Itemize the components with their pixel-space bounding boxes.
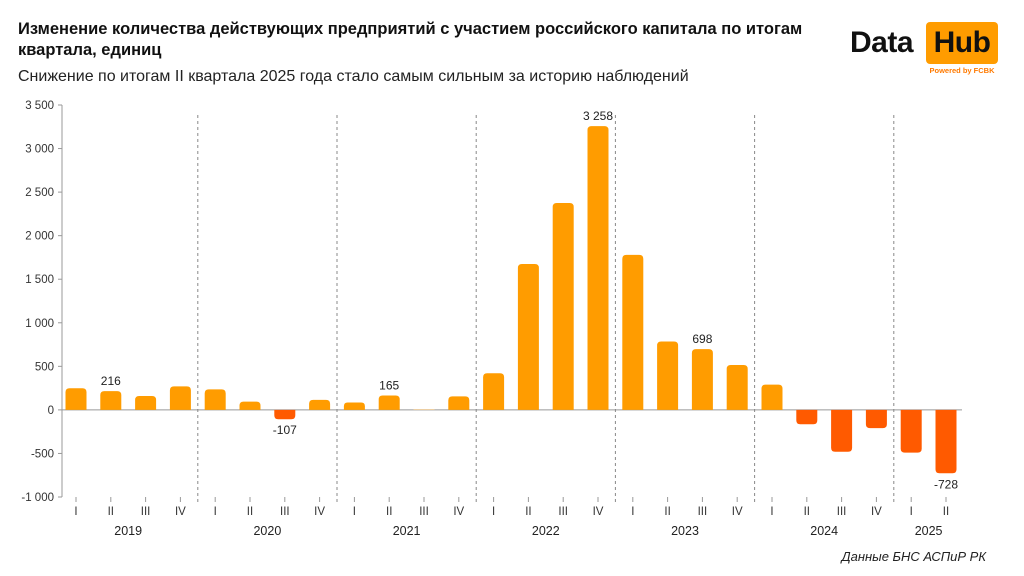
quarter-label: I bbox=[492, 506, 495, 518]
data-label: -728 bbox=[934, 477, 958, 491]
bar bbox=[169, 386, 191, 410]
bar bbox=[691, 349, 713, 410]
bar bbox=[239, 401, 261, 410]
y-tick-label: 1 500 bbox=[25, 274, 54, 286]
data-label: 216 bbox=[101, 374, 121, 388]
bar bbox=[100, 391, 122, 410]
bar bbox=[552, 203, 574, 410]
y-tick-label: 500 bbox=[35, 361, 54, 373]
bar bbox=[483, 373, 505, 410]
bar bbox=[831, 409, 853, 452]
bar bbox=[517, 263, 539, 410]
logo-word-hub: Hub bbox=[926, 22, 998, 64]
quarter-label: II bbox=[804, 506, 810, 518]
data-label: 3 258 bbox=[583, 109, 613, 123]
logo-word-data: Data bbox=[850, 26, 914, 59]
bar bbox=[865, 409, 887, 429]
year-label: 2023 bbox=[671, 524, 699, 538]
y-tick-label: 0 bbox=[48, 405, 54, 417]
quarter-label: II bbox=[943, 506, 949, 518]
bar bbox=[378, 395, 400, 410]
quarter-label: I bbox=[910, 506, 913, 518]
bar bbox=[726, 365, 748, 410]
year-label: 2019 bbox=[114, 524, 142, 538]
y-tick-label: 2 000 bbox=[25, 231, 54, 243]
y-tick-label: 3 000 bbox=[25, 144, 54, 156]
bar bbox=[761, 384, 783, 410]
quarter-label: IV bbox=[732, 506, 743, 518]
bar bbox=[65, 388, 87, 410]
bar bbox=[796, 409, 818, 425]
quarter-label: I bbox=[214, 506, 217, 518]
year-label: 2021 bbox=[393, 524, 421, 538]
y-tick-label: 2 500 bbox=[25, 187, 54, 199]
year-label: 2022 bbox=[532, 524, 560, 538]
quarter-label: IV bbox=[871, 506, 882, 518]
bar bbox=[413, 409, 435, 410]
bar bbox=[343, 402, 365, 410]
quarter-label: I bbox=[74, 506, 77, 518]
bar bbox=[657, 341, 679, 410]
chart-title: Изменение количества действующих предпри… bbox=[18, 20, 803, 59]
quarter-label: III bbox=[280, 506, 290, 518]
quarter-label: III bbox=[698, 506, 708, 518]
quarter-label: III bbox=[141, 506, 151, 518]
quarter-label: III bbox=[558, 506, 568, 518]
chart-subtitle: Снижение по итогам II квартала 2025 года… bbox=[18, 68, 689, 85]
data-label: 165 bbox=[379, 379, 399, 393]
bar bbox=[900, 409, 922, 453]
quarter-label: I bbox=[631, 506, 634, 518]
y-tick-label: 1 000 bbox=[25, 318, 54, 330]
quarter-label: I bbox=[353, 506, 356, 518]
quarter-label: I bbox=[770, 506, 773, 518]
bar bbox=[622, 254, 644, 410]
quarter-label: II bbox=[247, 506, 253, 518]
bar bbox=[135, 395, 157, 410]
bar bbox=[587, 126, 609, 410]
quarter-label: II bbox=[108, 506, 114, 518]
quarter-label: IV bbox=[453, 506, 464, 518]
quarter-label: III bbox=[837, 506, 847, 518]
bar bbox=[204, 389, 226, 410]
quarter-label: IV bbox=[175, 506, 186, 518]
y-tick-label: -500 bbox=[31, 448, 54, 460]
quarter-label: II bbox=[664, 506, 670, 518]
quarter-label: III bbox=[419, 506, 429, 518]
quarter-label: IV bbox=[314, 506, 325, 518]
year-label: 2020 bbox=[253, 524, 281, 538]
data-label: -107 bbox=[273, 423, 297, 437]
data-label: 698 bbox=[692, 332, 712, 346]
year-label: 2024 bbox=[810, 524, 838, 538]
bar bbox=[935, 409, 957, 474]
bar bbox=[274, 409, 296, 420]
year-label: 2025 bbox=[915, 524, 943, 538]
datahub-logo: Data Hub Powered by FCBK bbox=[848, 22, 998, 78]
logo-powered-by: Powered by FCBK bbox=[929, 66, 995, 75]
bar bbox=[448, 396, 470, 410]
quarter-label: IV bbox=[593, 506, 604, 518]
quarter-label: II bbox=[525, 506, 531, 518]
bar bbox=[309, 399, 331, 410]
y-tick-label: 3 500 bbox=[25, 100, 54, 112]
data-source: Данные БНС АСПиР РК bbox=[841, 549, 986, 564]
y-tick-label: -1 000 bbox=[21, 492, 54, 504]
quarter-label: II bbox=[386, 506, 392, 518]
